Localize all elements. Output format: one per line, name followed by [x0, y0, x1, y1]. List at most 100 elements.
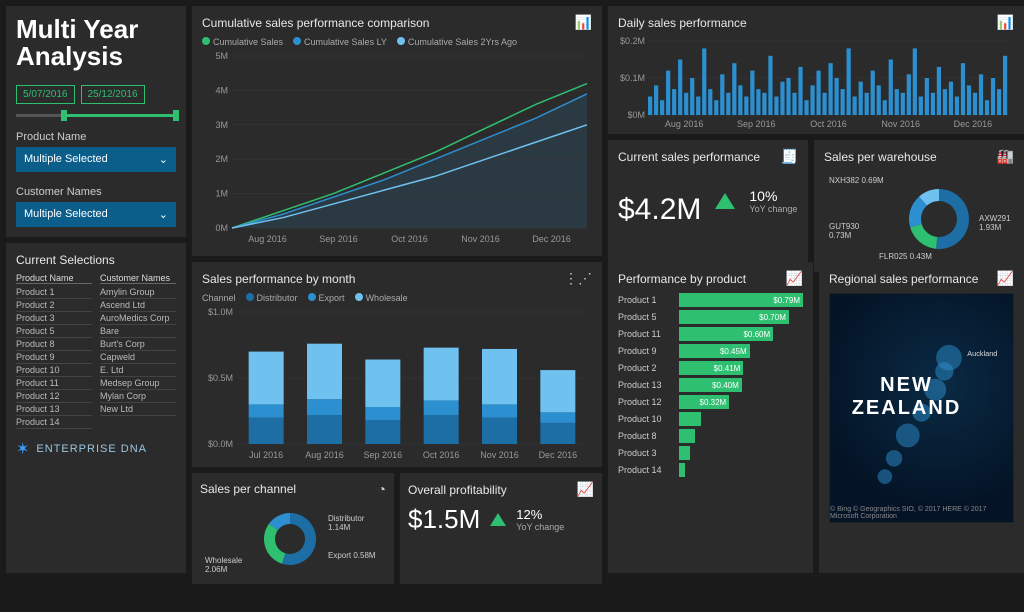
profitability-kpi: Overall profitability📈 $1.5M 12% YoY cha… [400, 473, 602, 584]
svg-text:$0.1M: $0.1M [620, 73, 645, 83]
scatter-icon: ⋮⋰ [564, 270, 592, 287]
customer-dropdown[interactable]: Multiple Selected⌄ [16, 202, 176, 227]
selection-product: Product 11 [16, 377, 92, 390]
city-label: Auckland [967, 349, 997, 358]
selection-customers-header: Customer Names [100, 273, 176, 284]
svg-text:5M: 5M [215, 51, 228, 61]
svg-text:Distributor: Distributor [328, 514, 365, 523]
svg-text:GUT930: GUT930 [829, 222, 860, 231]
svg-text:Sep 2016: Sep 2016 [319, 234, 358, 244]
svg-text:Nov 2016: Nov 2016 [881, 119, 920, 129]
svg-text:1M: 1M [215, 189, 228, 199]
svg-text:1.93M: 1.93M [979, 223, 1002, 232]
svg-text:Aug 2016: Aug 2016 [305, 450, 344, 460]
product-bar[interactable]: Product 1$0.79M [618, 293, 803, 307]
selection-customer: Bare [100, 325, 176, 338]
selection-customer: Amylin Group [100, 286, 176, 299]
selection-product: Product 10 [16, 364, 92, 377]
svg-text:Dec 2016: Dec 2016 [954, 119, 993, 129]
svg-text:Wholesale: Wholesale [205, 556, 243, 565]
line-chart-icon: 📈 [997, 270, 1014, 287]
cumulative-chart: Cumulative sales performance comparison📊… [192, 6, 602, 256]
selections-panel: Current Selections Product Name Product … [6, 243, 186, 573]
sales-per-channel-chart: Sales per channel◔ Distributor1.14MExpor… [192, 473, 394, 584]
svg-text:4M: 4M [215, 85, 228, 95]
chevron-down-icon: ⌄ [159, 153, 168, 166]
date-slider[interactable] [16, 114, 176, 117]
svg-text:NXH382 0.69M: NXH382 0.69M [829, 176, 884, 185]
product-bar[interactable]: Product 10 [618, 412, 803, 426]
svg-text:0M: 0M [215, 223, 228, 233]
svg-text:Oct 2016: Oct 2016 [391, 234, 428, 244]
warehouse-chart: Sales per warehouse🏭 NXH382 0.69MAXW2911… [814, 140, 1024, 272]
up-arrow-icon [490, 513, 506, 526]
map[interactable]: Auckland NEW ZEALAND © Bing © Geographic… [829, 293, 1014, 523]
svg-text:Nov 2016: Nov 2016 [480, 450, 519, 460]
selection-product: Product 9 [16, 351, 92, 364]
svg-text:$0M: $0M [627, 110, 645, 120]
forklift-icon: 🏭 [997, 148, 1014, 165]
svg-text:1.14M: 1.14M [328, 523, 351, 532]
up-arrow-icon [715, 193, 735, 209]
svg-text:Sep 2016: Sep 2016 [364, 450, 403, 460]
product-bar[interactable]: Product 2$0.41M [618, 361, 803, 375]
selections-title: Current Selections [16, 253, 176, 267]
selection-product: Product 2 [16, 299, 92, 312]
product-bar[interactable]: Product 14 [618, 463, 803, 477]
svg-text:2M: 2M [215, 154, 228, 164]
date-from[interactable]: 5/07/2016 [16, 85, 75, 104]
svg-text:$0.2M: $0.2M [620, 37, 645, 46]
selection-customer: New Ltd [100, 403, 176, 416]
selection-customer: Ascend Ltd [100, 299, 176, 312]
selection-customer: Capweld [100, 351, 176, 364]
product-bar[interactable]: Product 8 [618, 429, 803, 443]
kpi-value: $1.5M [408, 504, 480, 535]
sales-per-month-chart: Sales performance by month⋮⋰ ChannelDist… [192, 262, 602, 467]
product-bar[interactable]: Product 11$0.60M [618, 327, 803, 341]
product-dropdown[interactable]: Multiple Selected⌄ [16, 147, 176, 172]
performance-by-product: Performance by product📈 Product 1$0.79MP… [608, 262, 813, 573]
svg-text:Aug 2016: Aug 2016 [248, 234, 287, 244]
svg-text:$0.0M: $0.0M [208, 439, 233, 449]
chart-icon: 📊 [575, 14, 592, 31]
svg-text:$0.5M: $0.5M [208, 373, 233, 383]
regional-map: Regional sales performance📈 Auckland NEW… [819, 262, 1024, 573]
selection-customer: Medsep Group [100, 377, 176, 390]
product-bar[interactable]: Product 13$0.40M [618, 378, 803, 392]
svg-text:Dec 2016: Dec 2016 [539, 450, 578, 460]
svg-text:$1.0M: $1.0M [208, 307, 233, 317]
chevron-down-icon: ⌄ [159, 208, 168, 221]
svg-text:0.73M: 0.73M [829, 231, 852, 240]
kpi-value: $4.2M [618, 193, 701, 227]
product-bar[interactable]: Product 9$0.45M [618, 344, 803, 358]
pie-icon: ◔ [378, 481, 386, 497]
selection-products-header: Product Name [16, 273, 92, 284]
country-label: NEW ZEALAND [830, 374, 983, 420]
selection-product: Product 5 [16, 325, 92, 338]
svg-text:AXW291: AXW291 [979, 214, 1011, 223]
selection-customer: Mylan Corp [100, 390, 176, 403]
product-bar[interactable]: Product 5$0.70M [618, 310, 803, 324]
chart-icon: 📊 [997, 14, 1014, 31]
logo: ✶ ENTERPRISE DNA [16, 439, 176, 459]
product-bar[interactable]: Product 3 [618, 446, 803, 460]
date-to[interactable]: 25/12/2016 [81, 85, 145, 104]
selection-customer: Burt's Corp [100, 338, 176, 351]
customer-dropdown-label: Customer Names [16, 186, 176, 198]
line-chart-icon: 📈 [786, 270, 803, 287]
svg-text:Nov 2016: Nov 2016 [461, 234, 500, 244]
receipt-icon: 🧾 [781, 148, 798, 165]
selection-product: Product 3 [16, 312, 92, 325]
product-bar[interactable]: Product 12$0.32M [618, 395, 803, 409]
svg-text:2.06M: 2.06M [205, 565, 228, 573]
current-sales-kpi: Current sales performance🧾 $4.2M 10% YoY… [608, 140, 808, 272]
svg-text:Aug 2016: Aug 2016 [665, 119, 704, 129]
svg-text:Oct 2016: Oct 2016 [810, 119, 847, 129]
svg-text:Export 0.58M: Export 0.58M [328, 551, 376, 560]
selection-customer: AuroMedics Corp [100, 312, 176, 325]
svg-text:FLR025 0.43M: FLR025 0.43M [879, 252, 932, 261]
kpi-change: 10% [749, 188, 797, 204]
selection-product: Product 14 [16, 416, 92, 429]
presentation-icon: 📈 [577, 481, 594, 498]
selection-product: Product 8 [16, 338, 92, 351]
